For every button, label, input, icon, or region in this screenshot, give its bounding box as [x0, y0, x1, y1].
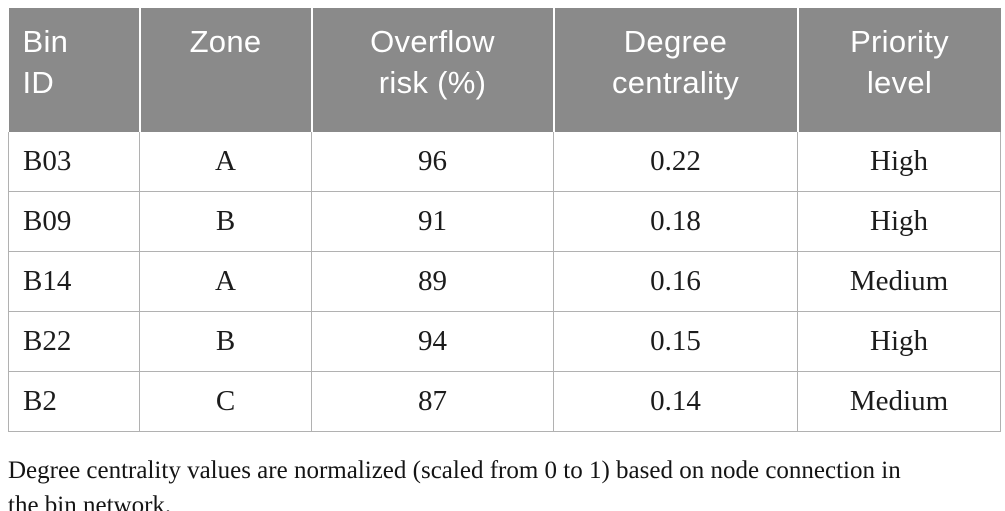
cell-degree-centrality: 0.14	[553, 371, 798, 432]
cell-degree-centrality: 0.18	[553, 191, 798, 252]
column-header-zone: Zone	[138, 8, 312, 132]
cell-zone: B	[139, 311, 312, 372]
bin-priority-table: Bin ID Zone Overflow risk (%) Degree cen…	[8, 8, 1001, 432]
cell-overflow-risk: 89	[311, 251, 554, 312]
cell-zone: A	[139, 132, 312, 192]
cell-priority-level: High	[797, 311, 1001, 372]
column-header-degree-centrality: Degree centrality	[552, 8, 798, 132]
cell-degree-centrality: 0.15	[553, 311, 798, 372]
header-row: Bin ID Zone Overflow risk (%) Degree cen…	[8, 8, 1001, 132]
table-row: B03 A 96 0.22 High	[8, 132, 1001, 192]
cell-bin-id: B2	[8, 371, 140, 432]
table-footnote: Degree centrality values are normalized …	[8, 453, 1000, 511]
table-body: B03 A 96 0.22 High B09 B 91 0.18 High B1…	[8, 132, 1001, 432]
cell-priority-level: High	[797, 132, 1001, 192]
cell-degree-centrality: 0.22	[553, 132, 798, 192]
cell-bin-id: B14	[8, 251, 140, 312]
footnote-line: Degree centrality values are normalized …	[8, 457, 901, 484]
table-row: B2 C 87 0.14 Medium	[8, 371, 1001, 432]
table-row: B09 B 91 0.18 High	[8, 191, 1001, 252]
column-header-overflow-risk: Overflow risk (%)	[310, 8, 554, 132]
cell-zone: A	[139, 251, 312, 312]
cell-bin-id: B03	[8, 132, 140, 192]
cell-zone: C	[139, 371, 312, 432]
cell-degree-centrality: 0.16	[553, 251, 798, 312]
cell-priority-level: Medium	[797, 251, 1001, 312]
column-header-priority-level: Priority level	[796, 8, 1001, 132]
footnote-line: the bin network.	[8, 492, 172, 511]
cell-zone: B	[139, 191, 312, 252]
cell-overflow-risk: 96	[311, 132, 554, 192]
table-row: B22 B 94 0.15 High	[8, 311, 1001, 372]
cell-overflow-risk: 91	[311, 191, 554, 252]
cell-bin-id: B09	[8, 191, 140, 252]
cell-priority-level: High	[797, 191, 1001, 252]
cell-priority-level: Medium	[797, 371, 1001, 432]
column-header-bin-id: Bin ID	[8, 8, 140, 132]
cell-overflow-risk: 87	[311, 371, 554, 432]
cell-overflow-risk: 94	[311, 311, 554, 372]
cell-bin-id: B22	[8, 311, 140, 372]
table-header: Bin ID Zone Overflow risk (%) Degree cen…	[8, 8, 1001, 132]
table-row: B14 A 89 0.16 Medium	[8, 251, 1001, 312]
